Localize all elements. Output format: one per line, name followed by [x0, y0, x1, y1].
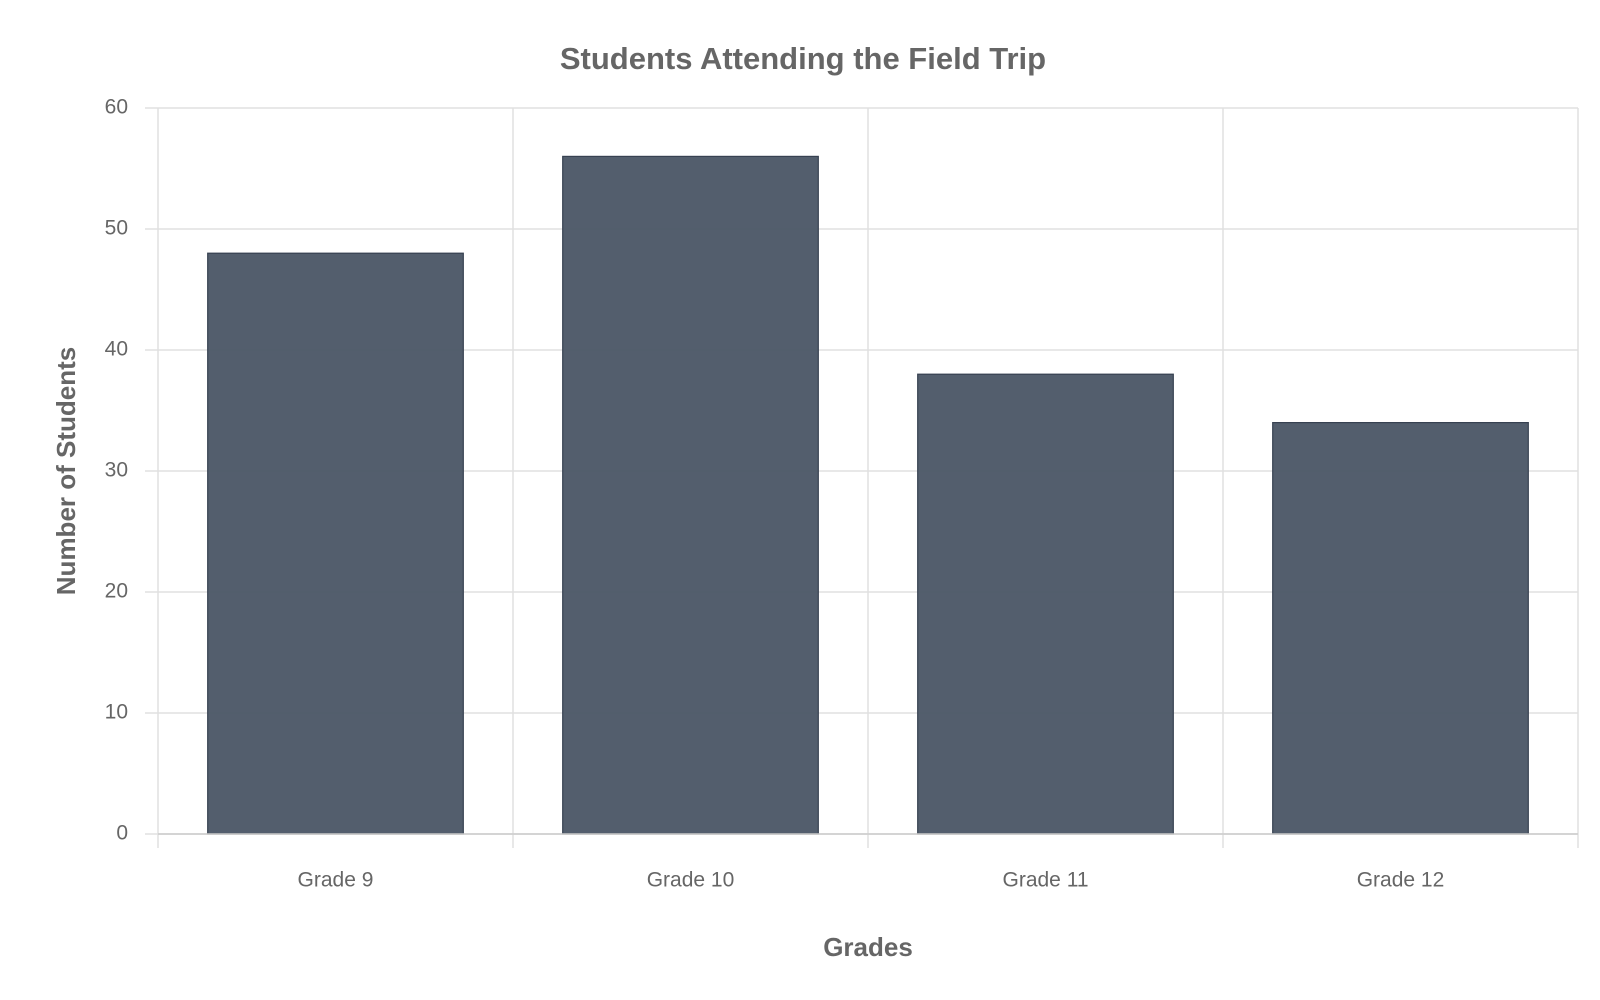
bar	[207, 252, 464, 835]
x-axis-title: Grades	[823, 932, 913, 962]
y-tick-label: 60	[105, 96, 128, 119]
x-tick-label: Grade 12	[1357, 869, 1445, 892]
y-tick-label: 20	[105, 580, 128, 603]
x-tick-label: Grade 9	[298, 869, 374, 892]
bar	[1272, 422, 1529, 835]
y-tick-label: 0	[116, 822, 128, 845]
y-tick-label: 10	[105, 701, 128, 724]
y-tick-label: 40	[105, 338, 128, 361]
bar	[917, 373, 1174, 835]
y-axis-title: Number of Students	[51, 347, 81, 595]
chart-title: Students Attending the Field Trip	[560, 41, 1046, 76]
bar	[562, 155, 819, 835]
x-tick-label: Grade 10	[647, 869, 735, 892]
y-tick-label: 50	[105, 217, 128, 240]
y-tick-label: 30	[105, 459, 128, 482]
x-tick-label: Grade 11	[1003, 869, 1089, 892]
